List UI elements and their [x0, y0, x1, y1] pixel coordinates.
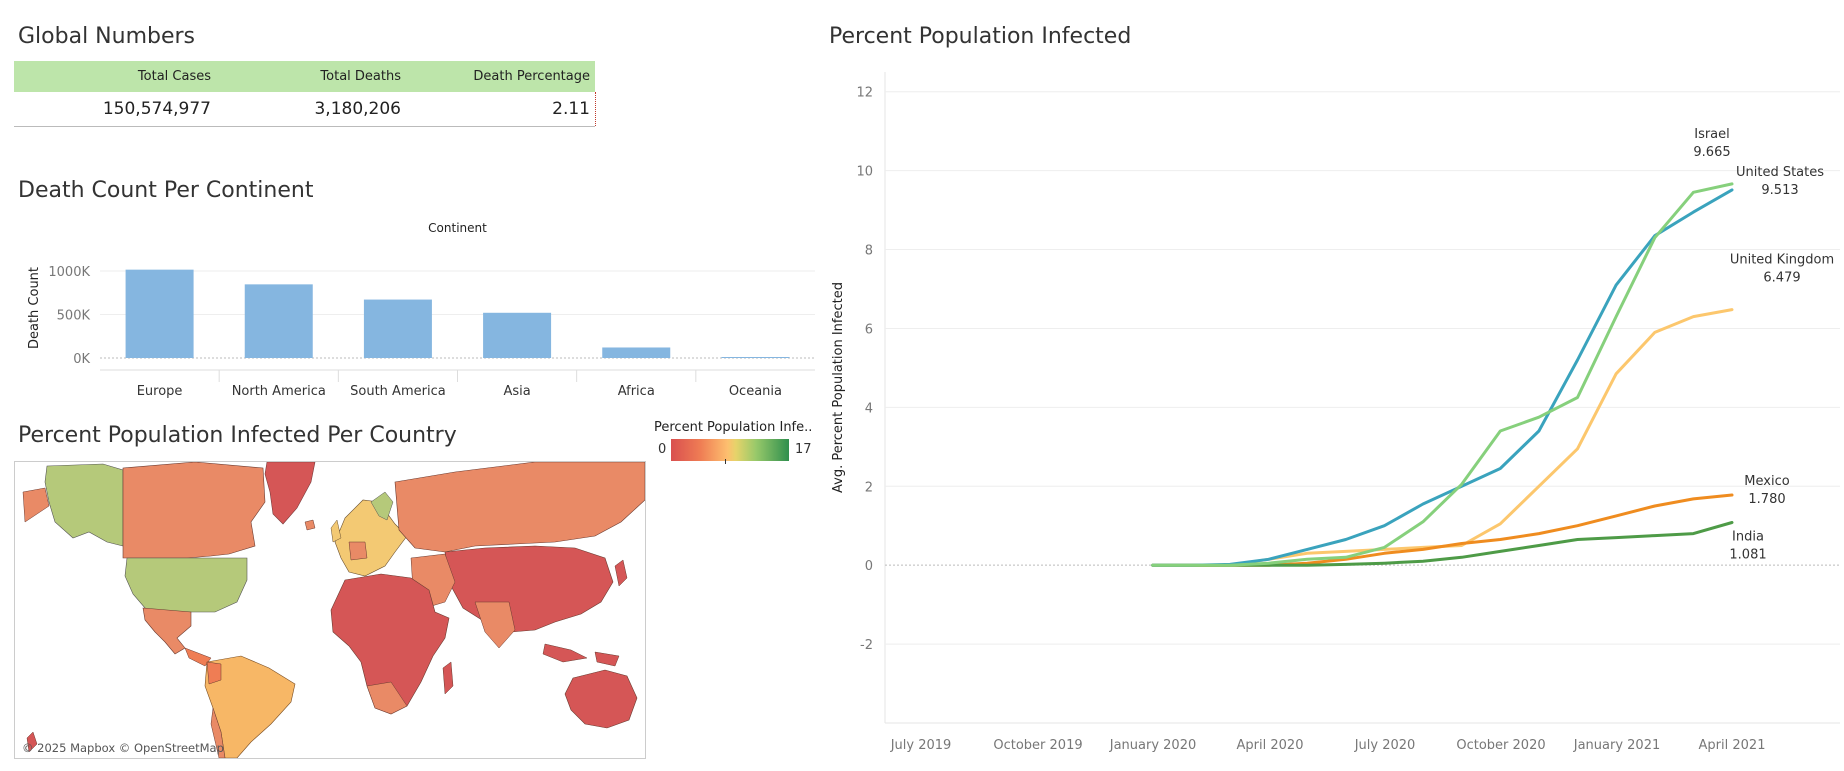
line-xtick-label: April 2020 — [1237, 738, 1304, 753]
percent-infected-line-chart: -2 0 2 4 6 8 10 12 Avg. Percent Population Infec… — [831, 72, 1840, 753]
bar-africa — [602, 347, 671, 358]
series-line-mexico — [1151, 493, 1734, 567]
line-ytick-label: 12 — [856, 86, 873, 101]
series-name-label: United Kingdom — [1730, 253, 1834, 268]
total-cases-value[interactable]: 150,574,977 — [102, 99, 211, 119]
series-name-label: United States — [1736, 165, 1824, 180]
header-total-deaths[interactable]: Total Deaths — [320, 69, 401, 84]
line-ytick-label: 6 — [865, 322, 873, 337]
legend-max-label: 17 — [795, 442, 812, 457]
series-line-israel — [1151, 182, 1734, 567]
series-name-label: Israel — [1694, 127, 1730, 142]
bar-category-label: Africa — [618, 384, 655, 399]
global-numbers-table: Total Cases Total Deaths Death Percentag… — [14, 61, 595, 127]
line-xtick-label: January 2021 — [1573, 738, 1661, 753]
legend-color-ramp[interactable] — [671, 439, 789, 461]
header-death-percentage[interactable]: Death Percentage — [473, 69, 590, 84]
line-xtick-label: October 2019 — [993, 738, 1082, 753]
table-header-row: Total Cases Total Deaths Death Percentag… — [14, 61, 595, 92]
bar-category-label: South America — [350, 384, 446, 399]
mexico-shape — [142, 607, 192, 655]
bar-ylabel: Death Count — [27, 267, 42, 349]
bar-ytick-label: 1000K — [48, 265, 90, 280]
line-ytick-label: -2 — [860, 638, 873, 653]
legend-title: Percent Population Infe.. — [654, 420, 813, 435]
series-value-label: 6.479 — [1763, 271, 1800, 286]
death-count-title: Death Count Per Continent — [18, 178, 314, 203]
line-ytick-label: 2 — [865, 480, 873, 495]
global-numbers-title: Global Numbers — [18, 24, 196, 49]
bar-category-label: Asia — [503, 384, 530, 399]
bar-ytick-label: 0K — [73, 352, 90, 367]
bar-europe — [125, 269, 194, 358]
bar-asia — [483, 312, 552, 358]
europe-shape — [334, 499, 408, 577]
selection-marker — [595, 92, 596, 126]
legend-marker — [725, 459, 726, 464]
death-percentage-value[interactable]: 2.11 — [552, 99, 590, 119]
greenland-shape — [264, 462, 316, 525]
series-name-label: India — [1732, 530, 1764, 545]
world-choropleth-map[interactable]: © 2025 Mapbox © OpenStreetMap — [14, 461, 646, 759]
russia-shape — [394, 462, 645, 553]
series-line-india — [1151, 521, 1734, 567]
bar-category-label: Oceania — [729, 384, 782, 399]
total-deaths-value[interactable]: 3,180,206 — [314, 99, 401, 119]
canada-shape — [122, 462, 266, 559]
alaska-shape — [44, 463, 124, 547]
death-count-bar-chart: Continent 0K 500K 1000K Death Count Europe Nor… — [27, 221, 815, 399]
africa-shape — [330, 573, 450, 715]
series-name-label: Mexico — [1744, 474, 1789, 489]
line-xtick-label: July 2020 — [1354, 738, 1416, 753]
map-shapes — [22, 462, 645, 758]
line-ytick-label: 0 — [865, 559, 873, 574]
line-xtick-label: April 2021 — [1699, 738, 1766, 753]
map-title: Percent Population Infected Per Country — [18, 423, 457, 448]
bar-category-label: North America — [232, 384, 326, 399]
australia-shape — [564, 669, 638, 729]
usa-shape — [124, 557, 248, 615]
bar-category-label: Europe — [137, 384, 183, 399]
bar-chart-header: Continent — [428, 221, 487, 235]
bar-ytick-label: 500K — [57, 309, 91, 324]
series-value-label: 9.513 — [1761, 183, 1798, 198]
line-xtick-label: July 2019 — [890, 738, 952, 753]
line-ytick-label: 10 — [856, 165, 873, 180]
legend-min-label: 0 — [658, 442, 667, 457]
bar-oceania — [721, 357, 790, 358]
line-xtick-label: October 2020 — [1456, 738, 1545, 753]
header-total-cases[interactable]: Total Cases — [137, 69, 211, 84]
line-chart-title: Percent Population Infected — [829, 24, 1132, 49]
series-line-united-kingdom — [1151, 308, 1734, 567]
line-ytick-label: 4 — [865, 401, 873, 416]
bar-north-america — [244, 284, 313, 358]
series-value-label: 1.081 — [1729, 548, 1766, 563]
bar-south-america — [363, 299, 432, 358]
line-ytick-label: 8 — [865, 244, 873, 259]
asia-shape — [444, 545, 614, 633]
map-attribution[interactable]: © 2025 Mapbox © OpenStreetMap — [22, 741, 224, 755]
series-value-label: 9.665 — [1693, 145, 1730, 160]
series-value-label: 1.780 — [1748, 492, 1785, 507]
line-xtick-label: January 2020 — [1109, 738, 1197, 753]
series-line-united-states — [1151, 188, 1734, 567]
table-row: 150,574,977 3,180,206 2.11 — [14, 92, 595, 127]
line-ylabel: Avg. Percent Population Infected — [831, 282, 846, 493]
